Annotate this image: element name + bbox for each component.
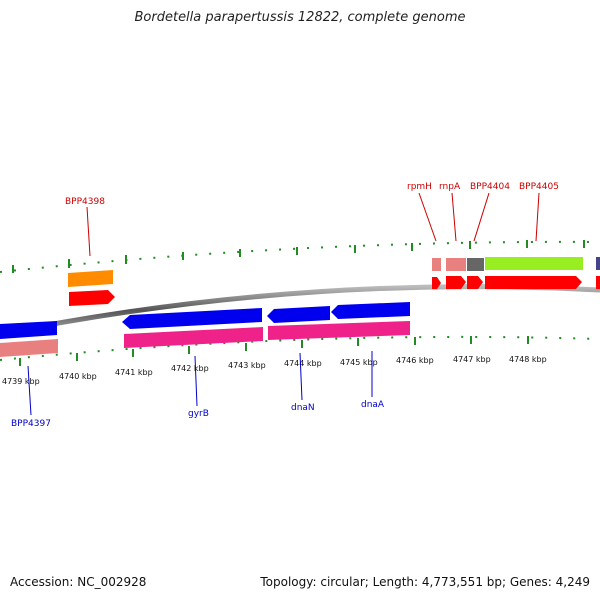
feature-edge-cog[interactable] bbox=[596, 257, 600, 270]
callout-lines-blue bbox=[27, 351, 373, 416]
inner-tick-ring bbox=[0, 335, 600, 361]
feature-bpp4404-gene[interactable] bbox=[467, 276, 483, 289]
scale-label: 4741 kbp bbox=[115, 368, 153, 377]
gene-label-bpp4404[interactable]: BPP4404 bbox=[470, 182, 510, 192]
scale-labels: 4739 kbp 4740 kbp 4741 kbp 4742 kbp 4743… bbox=[2, 355, 547, 386]
genome-stats-text: Topology: circular; Length: 4,773,551 bp… bbox=[260, 575, 590, 589]
feature-bpp4404-cog[interactable] bbox=[467, 258, 484, 271]
gene-label-gyrb[interactable]: gyrB bbox=[188, 409, 209, 419]
feature-gyrb-gene[interactable] bbox=[122, 308, 262, 329]
feature-dnan-dnaa-cog[interactable] bbox=[268, 321, 410, 340]
gene-label-rpmh[interactable]: rpmH bbox=[407, 182, 432, 192]
gene-label-bpp4398[interactable]: BPP4398 bbox=[65, 197, 105, 207]
callout-lines-red bbox=[86, 192, 540, 257]
feature-bpp4398-cog[interactable] bbox=[68, 270, 113, 287]
feature-dnaa-gene[interactable] bbox=[331, 302, 410, 319]
feature-dnan-gene[interactable] bbox=[267, 306, 330, 323]
feature-gyrb-cog[interactable] bbox=[124, 327, 263, 348]
scale-label: 4739 kbp bbox=[2, 377, 40, 386]
scale-label: 4748 kbp bbox=[509, 355, 547, 364]
gene-label-dnan[interactable]: dnaN bbox=[291, 403, 315, 413]
scale-label: 4747 kbp bbox=[453, 355, 491, 364]
gene-label-bpp4405[interactable]: BPP4405 bbox=[519, 182, 559, 192]
feature-bpp4397-cog[interactable] bbox=[0, 339, 58, 357]
feature-edge-gene[interactable] bbox=[596, 276, 600, 289]
scale-label: 4740 kbp bbox=[59, 372, 97, 381]
feature-bpp4405-cog[interactable] bbox=[485, 257, 583, 270]
scale-label: 4746 kbp bbox=[396, 356, 434, 365]
feature-rnpa-cog[interactable] bbox=[446, 258, 466, 271]
reverse-features bbox=[0, 302, 410, 357]
gene-labels-bottom: BPP4397 gyrB dnaN dnaA bbox=[11, 400, 385, 429]
scale-label: 4745 kbp bbox=[340, 358, 378, 367]
accession-text: Accession: NC_002928 bbox=[10, 575, 147, 589]
gene-labels-top: BPP4398 rpmH rnpA BPP4404 BPP4405 bbox=[65, 182, 559, 207]
forward-features bbox=[68, 257, 600, 306]
feature-bpp4397-gene[interactable] bbox=[0, 321, 57, 339]
gene-label-dnaa[interactable]: dnaA bbox=[361, 400, 385, 410]
scale-label: 4743 kbp bbox=[228, 361, 266, 370]
feature-bpp4398-gene[interactable] bbox=[69, 290, 115, 306]
feature-rpmh-cog[interactable] bbox=[432, 258, 441, 271]
gene-label-rnpa[interactable]: rnpA bbox=[439, 182, 461, 192]
scale-label: 4742 kbp bbox=[171, 364, 209, 373]
map-title: Bordetella parapertussis 12822, complete… bbox=[134, 10, 466, 25]
feature-rpmh-gene[interactable] bbox=[432, 277, 441, 289]
outer-tick-ring bbox=[0, 240, 600, 273]
feature-rnpa-gene[interactable] bbox=[446, 276, 466, 289]
inner-major-ticks bbox=[19, 336, 529, 366]
feature-bpp4405-gene[interactable] bbox=[485, 276, 582, 289]
gene-label-bpp4397[interactable]: BPP4397 bbox=[11, 419, 51, 429]
scale-label: 4744 kbp bbox=[284, 359, 322, 368]
outer-major-ticks bbox=[12, 240, 585, 273]
